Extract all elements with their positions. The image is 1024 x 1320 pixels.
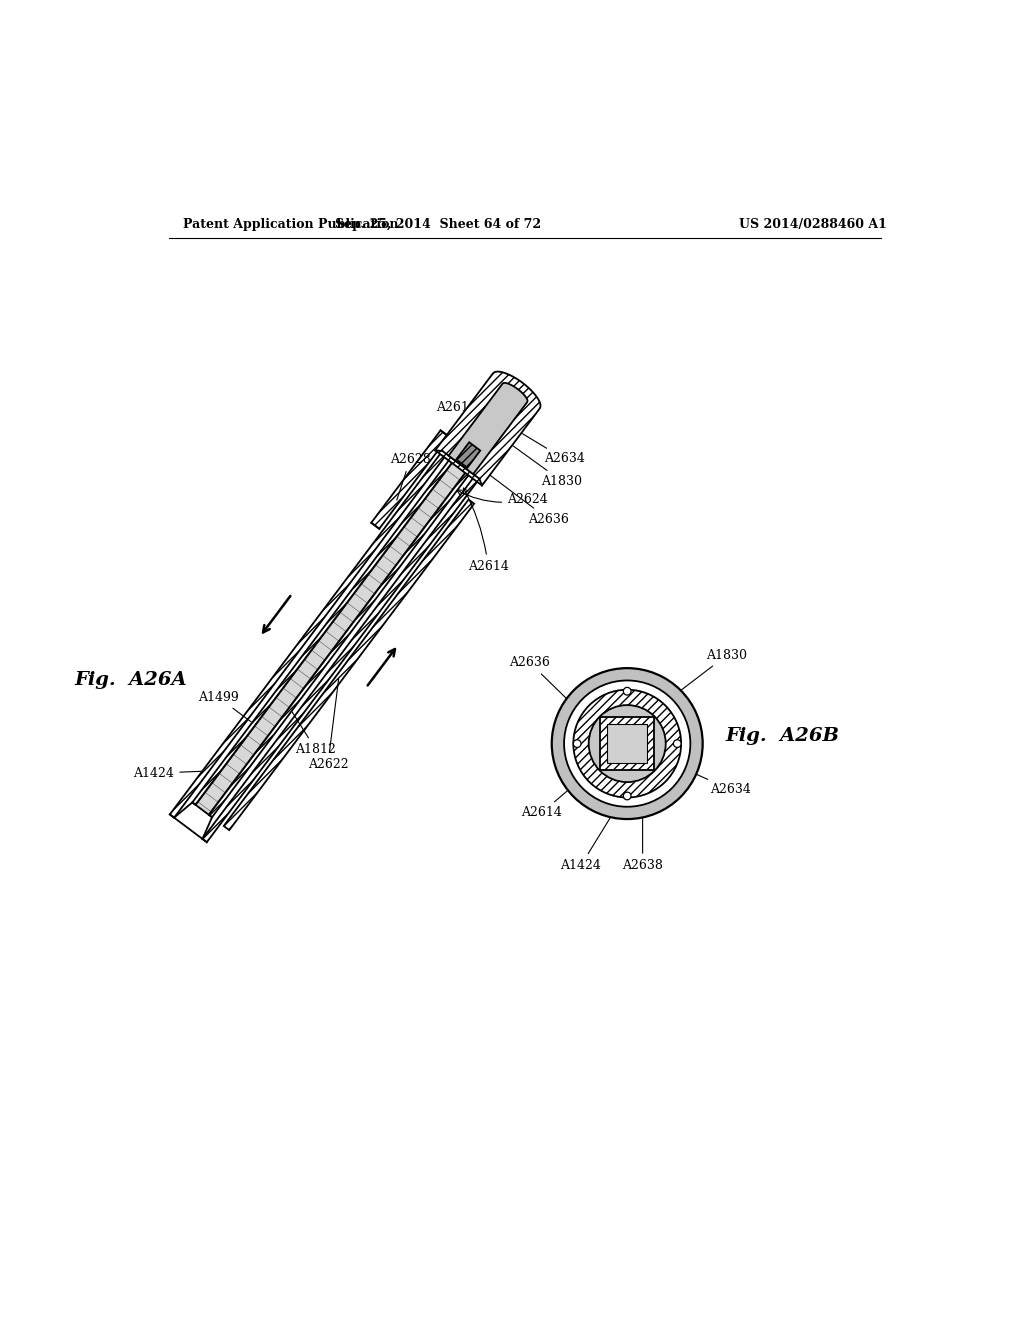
Text: A2636: A2636 bbox=[474, 463, 568, 525]
Circle shape bbox=[573, 739, 581, 747]
Text: A1830: A1830 bbox=[503, 438, 583, 488]
Polygon shape bbox=[457, 442, 480, 467]
Text: A2634: A2634 bbox=[682, 768, 752, 796]
Text: A2614: A2614 bbox=[464, 488, 509, 573]
Text: Fig.  A26B: Fig. A26B bbox=[726, 727, 840, 744]
Polygon shape bbox=[203, 475, 479, 842]
Text: A2628: A2628 bbox=[390, 453, 430, 500]
Circle shape bbox=[624, 688, 631, 696]
Text: A2634: A2634 bbox=[522, 434, 585, 466]
Text: A2636: A2636 bbox=[509, 656, 575, 708]
Text: A2638: A2638 bbox=[623, 783, 664, 871]
Circle shape bbox=[552, 668, 702, 818]
Circle shape bbox=[573, 690, 681, 797]
Text: A2614: A2614 bbox=[435, 401, 476, 449]
Polygon shape bbox=[449, 383, 527, 474]
Text: A2614: A2614 bbox=[521, 764, 598, 820]
Bar bbox=[600, 718, 654, 770]
Polygon shape bbox=[209, 440, 494, 817]
Text: US 2014/0288460 A1: US 2014/0288460 A1 bbox=[739, 218, 887, 231]
Text: A1830: A1830 bbox=[648, 648, 748, 715]
Text: Sep. 25, 2014  Sheet 64 of 72: Sep. 25, 2014 Sheet 64 of 72 bbox=[336, 218, 542, 231]
Text: A1499: A1499 bbox=[198, 690, 251, 722]
Circle shape bbox=[564, 681, 690, 807]
Text: Patent Application Publication: Patent Application Publication bbox=[183, 218, 398, 231]
Circle shape bbox=[674, 739, 681, 747]
Text: Fig.  A26A: Fig. A26A bbox=[75, 672, 187, 689]
Polygon shape bbox=[193, 426, 477, 805]
Circle shape bbox=[589, 705, 666, 781]
Polygon shape bbox=[435, 372, 541, 486]
Polygon shape bbox=[372, 430, 449, 529]
Polygon shape bbox=[170, 451, 446, 817]
Text: A2624: A2624 bbox=[457, 490, 548, 506]
Polygon shape bbox=[223, 499, 474, 830]
Circle shape bbox=[624, 792, 631, 800]
Text: A1424: A1424 bbox=[133, 767, 203, 780]
Text: A2622: A2622 bbox=[307, 678, 348, 771]
Polygon shape bbox=[196, 429, 490, 814]
Bar bbox=[607, 725, 647, 763]
Text: A1424: A1424 bbox=[560, 817, 610, 871]
Text: A1812: A1812 bbox=[292, 711, 336, 756]
